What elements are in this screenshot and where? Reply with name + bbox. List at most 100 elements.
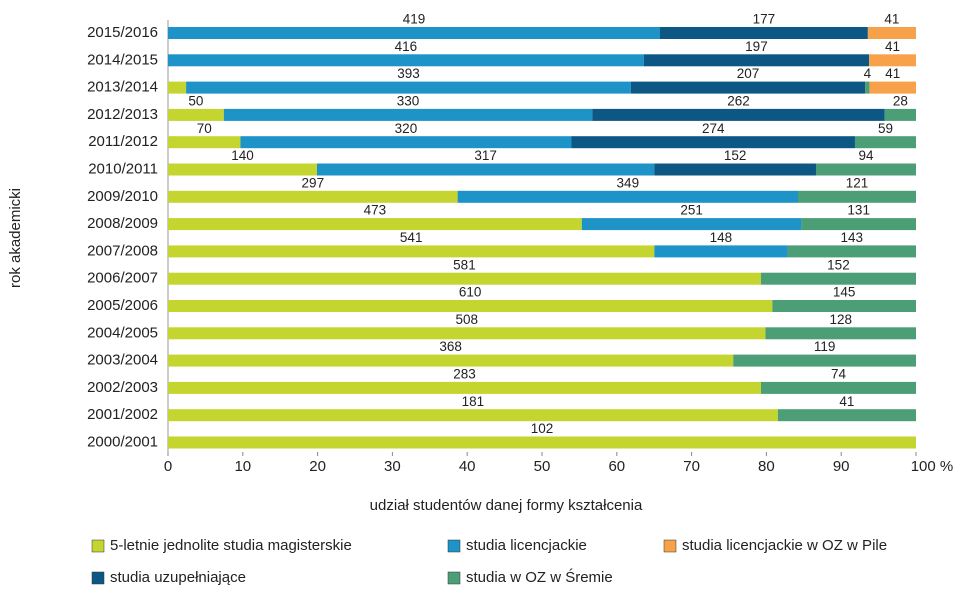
data-label: 610 bbox=[459, 285, 482, 300]
x-tick-label: 40 bbox=[459, 458, 476, 475]
y-tick-label: 2012/2013 bbox=[87, 106, 158, 123]
data-label: 393 bbox=[397, 66, 420, 81]
y-tick-label: 2010/2011 bbox=[88, 160, 158, 177]
data-label: 177 bbox=[753, 12, 776, 27]
y-tick-label: 2006/2007 bbox=[87, 270, 158, 287]
bar-segment bbox=[168, 218, 582, 231]
x-tick-label: 60 bbox=[608, 458, 625, 475]
bar-segment bbox=[168, 245, 655, 258]
legend-label: studia licencjackie w OZ w Pile bbox=[682, 537, 887, 554]
bar-segment bbox=[592, 108, 885, 121]
legend-swatch bbox=[91, 539, 105, 553]
y-tick-label: 2014/2015 bbox=[87, 51, 158, 68]
data-label: 274 bbox=[702, 121, 725, 136]
data-label: 283 bbox=[453, 366, 476, 381]
bar-segment bbox=[772, 300, 916, 312]
bar-segment bbox=[168, 163, 317, 176]
data-label: 102 bbox=[531, 421, 554, 436]
bar-segment bbox=[733, 354, 916, 367]
bar-segment bbox=[168, 354, 734, 367]
data-label: 416 bbox=[395, 39, 418, 54]
bar-segment bbox=[869, 81, 916, 94]
y-tick-label: 2007/2008 bbox=[87, 242, 158, 259]
data-label: 581 bbox=[453, 257, 476, 272]
bar-segment bbox=[457, 190, 798, 203]
y-axis-label: rok akademicki bbox=[7, 188, 24, 288]
bar-segment bbox=[168, 108, 224, 121]
bar-segment bbox=[801, 218, 916, 231]
bar-segment bbox=[869, 54, 916, 67]
y-tick-label: 2000/2001 bbox=[87, 433, 158, 450]
data-label: 41 bbox=[885, 66, 900, 81]
data-label: 50 bbox=[188, 93, 203, 108]
bar-segment bbox=[168, 272, 761, 285]
bar-segment bbox=[168, 409, 778, 422]
x-tick-label: 0 bbox=[164, 458, 172, 475]
data-label: 140 bbox=[231, 148, 254, 163]
data-label: 320 bbox=[395, 121, 418, 136]
bar-segment bbox=[168, 436, 916, 449]
y-tick-label: 2013/2014 bbox=[87, 79, 158, 96]
bar-segment bbox=[760, 272, 916, 285]
data-label: 143 bbox=[840, 230, 863, 245]
data-label: 419 bbox=[403, 12, 426, 27]
legend-label: studia w OZ w Śremie bbox=[466, 568, 613, 586]
data-label: 541 bbox=[400, 230, 423, 245]
bar-segment bbox=[168, 81, 187, 94]
data-label: 131 bbox=[847, 203, 870, 218]
legend-swatch bbox=[447, 539, 461, 553]
data-label: 145 bbox=[833, 285, 856, 300]
legend-label: studia uzupełniające bbox=[110, 569, 246, 586]
data-label: 349 bbox=[617, 175, 640, 190]
y-tick-label: 2008/2009 bbox=[87, 215, 158, 232]
data-label: 74 bbox=[831, 366, 847, 381]
bar-segment bbox=[168, 136, 241, 149]
y-tick-label: 2003/2004 bbox=[87, 352, 158, 369]
x-tick-label: 50 bbox=[534, 458, 551, 475]
x-tick-label: 90 bbox=[833, 458, 850, 475]
data-label: 152 bbox=[724, 148, 747, 163]
y-tick-label: 2009/2010 bbox=[87, 188, 158, 205]
bar-segment bbox=[797, 190, 916, 203]
legend-label: 5-letnie jednolite studia magisterskie bbox=[110, 537, 352, 554]
data-label: 41 bbox=[885, 39, 900, 54]
bar-segment bbox=[186, 81, 631, 94]
data-label: 207 bbox=[737, 66, 760, 81]
legend-label: studia licencjackie bbox=[466, 537, 587, 554]
data-label: 262 bbox=[727, 93, 750, 108]
x-tick-label: 30 bbox=[384, 458, 401, 475]
y-tick-label: 2015/2016 bbox=[87, 24, 158, 41]
bar-segment bbox=[867, 27, 916, 39]
data-label: 251 bbox=[680, 203, 703, 218]
y-tick-label: 2011/2012 bbox=[88, 133, 158, 150]
bar-segment bbox=[884, 108, 916, 121]
data-label: 121 bbox=[846, 175, 869, 190]
data-label: 4 bbox=[864, 66, 872, 81]
data-label: 94 bbox=[858, 148, 874, 163]
data-label: 297 bbox=[302, 175, 325, 190]
bar-segment bbox=[240, 136, 572, 149]
y-tick-label: 2005/2006 bbox=[87, 297, 158, 314]
bar-segment bbox=[571, 136, 855, 149]
bar-segment bbox=[581, 218, 802, 231]
bar-segment bbox=[865, 81, 870, 94]
data-label: 28 bbox=[893, 93, 908, 108]
data-label: 473 bbox=[364, 203, 387, 218]
x-axis-label: udział studentów danej formy kształcenia bbox=[370, 497, 643, 514]
data-label: 70 bbox=[197, 121, 212, 136]
bar-segment bbox=[630, 81, 866, 94]
bar-segment bbox=[643, 54, 870, 67]
x-tick-label: 10 bbox=[234, 458, 251, 475]
y-tick-label: 2001/2002 bbox=[87, 406, 158, 423]
x-tick-label: 70 bbox=[683, 458, 700, 475]
x-tick-label: 80 bbox=[758, 458, 775, 475]
data-label: 330 bbox=[397, 93, 420, 108]
bar-segment bbox=[654, 163, 816, 176]
bar-segment bbox=[223, 108, 593, 121]
bar-segment bbox=[168, 300, 773, 312]
bar-segment bbox=[660, 27, 868, 39]
data-label: 41 bbox=[839, 394, 854, 409]
data-label: 41 bbox=[884, 12, 899, 27]
data-label: 197 bbox=[745, 39, 768, 54]
